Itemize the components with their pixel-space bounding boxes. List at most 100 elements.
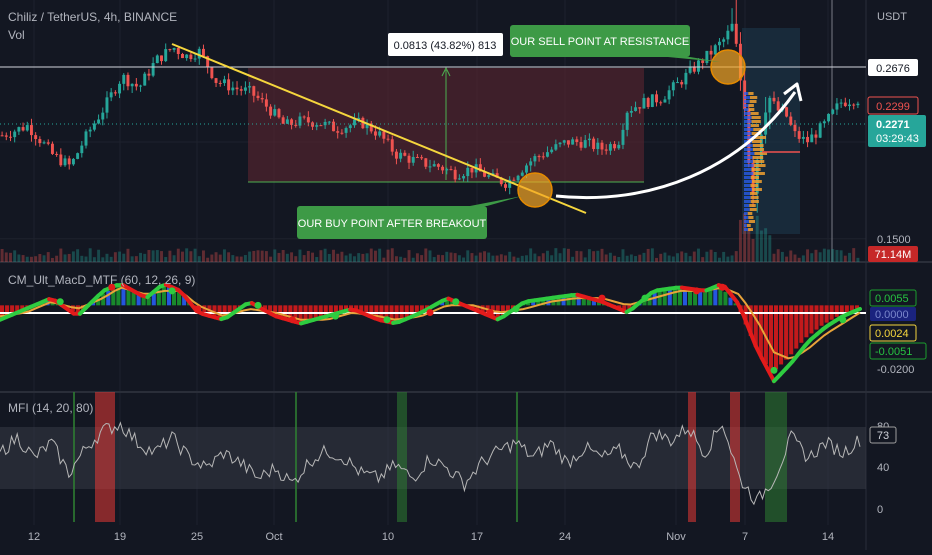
profile-bar bbox=[754, 164, 766, 167]
volume-bar bbox=[710, 250, 713, 262]
candle-body bbox=[315, 125, 318, 127]
profile-bar bbox=[750, 184, 758, 187]
candle-body bbox=[173, 48, 176, 50]
profile-bar bbox=[744, 112, 751, 115]
mfi-title: MFI (14, 20, 80) bbox=[8, 401, 93, 415]
macd-hist-bar bbox=[804, 305, 808, 337]
candle-body bbox=[17, 127, 20, 131]
volume-bar bbox=[718, 258, 721, 262]
macd-hist-bar bbox=[814, 305, 818, 329]
candle-body bbox=[785, 107, 788, 116]
candle-body bbox=[391, 139, 394, 151]
candle-body bbox=[617, 145, 620, 148]
volume-bar bbox=[399, 257, 402, 262]
candle-body bbox=[718, 42, 721, 45]
volume-bar bbox=[550, 255, 553, 262]
macd-hist-bar bbox=[663, 291, 667, 306]
candle-body bbox=[278, 109, 281, 117]
volume-bar bbox=[789, 250, 792, 262]
volume-bar bbox=[139, 253, 142, 262]
candle-body bbox=[529, 161, 532, 165]
candle-body bbox=[43, 142, 46, 143]
profile-bar bbox=[753, 148, 764, 151]
macd-cross-dot bbox=[194, 305, 201, 312]
candle-body bbox=[605, 149, 608, 150]
volume-bar bbox=[663, 253, 666, 262]
candle-body bbox=[126, 75, 129, 86]
time-tick: 25 bbox=[191, 531, 203, 543]
volume-bar bbox=[412, 258, 415, 262]
candle-body bbox=[395, 152, 398, 159]
candle-body bbox=[596, 143, 599, 149]
candle-body bbox=[802, 137, 805, 139]
volume-bar bbox=[856, 258, 859, 262]
profile-bar bbox=[744, 108, 749, 111]
badge-prev-text: 0.2299 bbox=[876, 101, 910, 113]
macd-cross-dot bbox=[289, 316, 296, 323]
volume-bar bbox=[403, 258, 406, 262]
volume-bar bbox=[617, 257, 620, 262]
volume-bar bbox=[491, 256, 494, 262]
profile-bar bbox=[751, 196, 759, 199]
macd-cross-dot bbox=[384, 316, 391, 323]
volume-bar bbox=[525, 255, 528, 262]
volume-bar bbox=[575, 251, 578, 262]
volume-bar bbox=[483, 251, 486, 262]
candle-body bbox=[517, 176, 520, 181]
volume-bar bbox=[806, 249, 809, 262]
candle-body bbox=[353, 120, 356, 126]
candle-body bbox=[622, 130, 625, 145]
candle-body bbox=[244, 87, 247, 90]
candle-body bbox=[345, 128, 348, 133]
volume-bar bbox=[378, 249, 381, 262]
volume-bar bbox=[248, 252, 251, 262]
candle-body bbox=[51, 144, 54, 154]
volume-bar bbox=[1, 249, 4, 262]
volume-bar bbox=[294, 256, 297, 262]
volume-bar bbox=[701, 257, 704, 262]
volume-bar bbox=[110, 257, 113, 262]
candle-body bbox=[424, 158, 427, 166]
volume-bar bbox=[500, 254, 503, 262]
volume-bar bbox=[55, 256, 58, 262]
volume-bar bbox=[542, 253, 545, 262]
candle-body bbox=[567, 140, 570, 144]
candle-body bbox=[269, 107, 272, 116]
volume-bar bbox=[257, 250, 260, 262]
volume-bar bbox=[622, 249, 625, 262]
profile-bar bbox=[744, 216, 748, 219]
candle-body bbox=[340, 133, 343, 134]
volume-bar bbox=[470, 253, 473, 262]
candle-body bbox=[282, 117, 285, 123]
volume-bar bbox=[131, 256, 134, 262]
candle-body bbox=[823, 121, 826, 123]
profile-bar bbox=[750, 208, 757, 211]
macd-histogram bbox=[0, 286, 859, 373]
candle-body bbox=[840, 103, 843, 104]
profile-bar bbox=[749, 220, 755, 223]
profile-bar bbox=[744, 172, 753, 175]
volume-bar bbox=[311, 253, 314, 262]
volume-bar bbox=[210, 255, 213, 262]
volume-bar bbox=[101, 257, 104, 262]
volume-bar bbox=[5, 252, 8, 262]
candle-body bbox=[194, 59, 197, 60]
mfi-zone bbox=[730, 392, 740, 522]
profile-bar bbox=[744, 100, 750, 103]
candle-body bbox=[722, 39, 725, 41]
volume-bar bbox=[76, 249, 79, 262]
profile-bar bbox=[749, 108, 755, 111]
sell-callout-text: OUR SELL POINT AT RESISTANCE bbox=[511, 36, 690, 48]
volume-bar bbox=[634, 256, 637, 262]
candle-body bbox=[592, 139, 595, 149]
macd-badge-2-text: 0.0000 bbox=[875, 309, 909, 321]
volume-bar bbox=[785, 257, 788, 262]
macd-badge-2: 0.0000 bbox=[870, 307, 916, 321]
profile-bar bbox=[753, 172, 765, 175]
volume-bar bbox=[462, 258, 465, 262]
volume-bar bbox=[848, 253, 851, 262]
macd-line-segment bbox=[743, 315, 749, 330]
volume-bar bbox=[705, 252, 708, 262]
candle-body bbox=[680, 82, 683, 84]
candle-body bbox=[798, 131, 801, 139]
